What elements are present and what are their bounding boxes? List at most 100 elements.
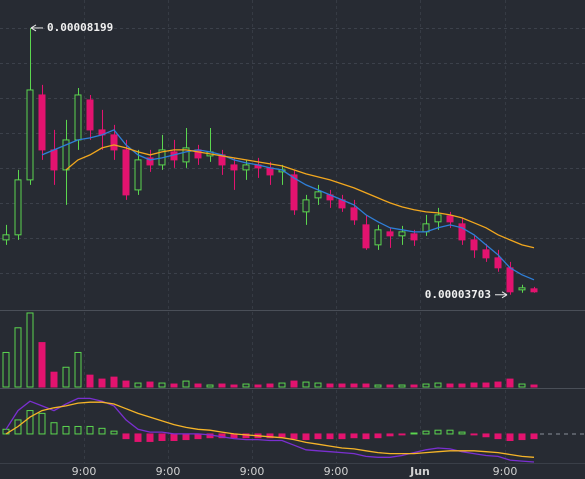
candle-body bbox=[242, 164, 250, 171]
annotation-arrowhead bbox=[501, 291, 508, 299]
macd-histogram-bar bbox=[338, 433, 346, 440]
volume-bar bbox=[494, 381, 502, 388]
macd-histogram-bar bbox=[146, 433, 154, 442]
volume-bar bbox=[470, 382, 478, 388]
candle-body bbox=[14, 179, 22, 236]
macd-histogram-bar bbox=[170, 433, 178, 441]
volume-bar bbox=[242, 383, 250, 388]
volume-bar bbox=[74, 351, 82, 388]
candle-body bbox=[314, 191, 322, 199]
candle-body bbox=[122, 149, 130, 196]
volume-bar bbox=[326, 383, 334, 388]
volume-bar bbox=[206, 384, 214, 388]
macd-histogram-bar bbox=[386, 433, 394, 437]
volume-bar bbox=[458, 383, 466, 388]
volume-bar bbox=[230, 384, 238, 388]
macd-line bbox=[5, 397, 535, 463]
candle-body bbox=[494, 257, 502, 269]
macd-histogram-bar bbox=[434, 429, 442, 435]
candle-body bbox=[110, 134, 118, 151]
candle-body bbox=[506, 267, 514, 293]
volume-bar bbox=[254, 384, 262, 388]
volume-bar bbox=[62, 366, 70, 388]
volume-bar bbox=[434, 382, 442, 388]
candle-body bbox=[470, 239, 478, 251]
x-tick-label: Jun bbox=[409, 465, 430, 478]
macd-histogram-bar bbox=[482, 433, 490, 438]
macd-histogram-bar bbox=[446, 429, 454, 435]
candle-body bbox=[398, 231, 406, 237]
candle-body bbox=[458, 223, 466, 241]
volume-bar bbox=[362, 383, 370, 388]
macd-histogram-bar bbox=[110, 430, 118, 435]
candle-body bbox=[26, 89, 34, 181]
candle-body bbox=[2, 234, 10, 241]
candle-body bbox=[374, 229, 382, 246]
macd-histogram-bar bbox=[470, 433, 478, 436]
volume-bar bbox=[422, 383, 430, 388]
candle-body bbox=[74, 94, 82, 141]
candle-body bbox=[266, 167, 274, 176]
volume-bar bbox=[158, 382, 166, 388]
volume-bar bbox=[122, 380, 130, 388]
volume-bar bbox=[350, 383, 358, 388]
macd-histogram-bar bbox=[62, 425, 70, 435]
macd-histogram-bar bbox=[410, 432, 418, 435]
volume-bar bbox=[518, 383, 526, 388]
volume-bar bbox=[386, 384, 394, 388]
macd-histogram-bar bbox=[278, 433, 286, 438]
macd-histogram-bar bbox=[26, 410, 34, 435]
candle-body bbox=[386, 231, 394, 237]
candle-body bbox=[62, 139, 70, 171]
candle-body bbox=[518, 287, 526, 291]
macd-histogram-bar bbox=[398, 433, 406, 436]
macd-histogram-bar bbox=[122, 433, 130, 440]
annotation-label: 0.00008199 bbox=[47, 21, 113, 34]
macd-histogram-bar bbox=[290, 433, 298, 440]
macd-histogram-bar bbox=[374, 433, 382, 439]
candle-body bbox=[50, 149, 58, 171]
candle-body bbox=[302, 199, 310, 213]
candle-body bbox=[350, 207, 358, 221]
volume-bar bbox=[86, 374, 94, 388]
macd-histogram-bar bbox=[506, 433, 514, 441]
annotation-arrowhead bbox=[30, 24, 37, 32]
candle-body bbox=[530, 288, 538, 293]
volume-bar bbox=[446, 383, 454, 388]
macd-histogram-bar bbox=[98, 427, 106, 435]
volume-bar bbox=[194, 383, 202, 388]
macd-histogram-bar bbox=[242, 433, 250, 439]
candle-body bbox=[446, 215, 454, 223]
volume-bar bbox=[302, 381, 310, 388]
macd-histogram-bar bbox=[362, 433, 370, 440]
volume-bar bbox=[146, 381, 154, 388]
x-tick-label: 9:00 bbox=[324, 465, 349, 478]
volume-bar bbox=[410, 384, 418, 388]
macd-histogram-bar bbox=[302, 433, 310, 441]
macd-histogram-bar bbox=[518, 433, 526, 441]
macd-histogram-bar bbox=[350, 433, 358, 439]
macd-histogram-bar bbox=[530, 433, 538, 440]
x-tick-label: 9:00 bbox=[72, 465, 97, 478]
candle-body bbox=[230, 164, 238, 171]
volume-bar bbox=[26, 312, 34, 388]
volume-bar bbox=[218, 383, 226, 388]
candle-body bbox=[410, 233, 418, 241]
moving-average-line bbox=[65, 144, 535, 249]
volume-bar bbox=[38, 342, 46, 388]
volume-bar bbox=[266, 383, 274, 388]
macd-histogram-bar bbox=[50, 422, 58, 435]
macd-histogram-bar bbox=[74, 425, 82, 435]
volume-bar bbox=[170, 383, 178, 388]
macd-histogram-bar bbox=[494, 433, 502, 440]
x-tick-label: 9:00 bbox=[240, 465, 265, 478]
volume-bar bbox=[182, 380, 190, 388]
macd-histogram-bar bbox=[38, 412, 46, 435]
candle-body bbox=[434, 214, 442, 223]
candle-body bbox=[362, 224, 370, 249]
x-tick-label: 9:00 bbox=[493, 465, 518, 478]
volume-bar bbox=[338, 383, 346, 388]
macd-histogram-bar bbox=[458, 431, 466, 435]
